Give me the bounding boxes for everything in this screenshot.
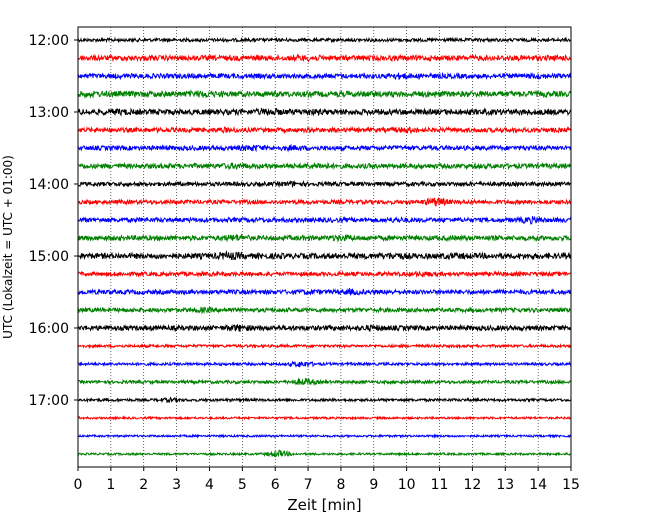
trace-1400 (77, 180, 572, 189)
trace-1515 (77, 270, 572, 278)
trace-1645 (77, 377, 572, 386)
trace-1745 (77, 449, 572, 458)
trace-1600 (77, 323, 572, 333)
y-tick-label: 12:00 (29, 33, 69, 49)
trace-1615 (77, 342, 572, 350)
trace-1315 (77, 125, 572, 135)
x-tick-label: 8 (336, 477, 345, 493)
x-tick-label: 3 (172, 477, 181, 493)
trace-1730 (77, 433, 572, 439)
x-tick-label: 12 (463, 477, 481, 493)
x-tick-label: 0 (74, 477, 83, 493)
trace-1500 (77, 249, 572, 261)
trace-1215 (77, 53, 572, 63)
x-tick-label: 5 (238, 477, 247, 493)
x-tick-label: 6 (271, 477, 280, 493)
trace-1330 (77, 143, 572, 153)
x-axis-label: Zeit [min] (287, 496, 361, 514)
seismogram-traces (77, 36, 572, 458)
trace-1345 (77, 161, 572, 171)
y-tick-label: 15:00 (29, 249, 69, 265)
trace-1545 (77, 306, 572, 315)
trace-1430 (77, 215, 572, 225)
x-tick-label: 1 (106, 477, 115, 493)
x-tick-label: 2 (139, 477, 148, 493)
trace-1630 (77, 360, 572, 369)
x-axis-ticks: 0 1 2 3 4 5 6 7 8 9 10 11 12 13 14 15 (74, 467, 580, 493)
x-tick-label: 13 (496, 477, 514, 493)
trace-1445 (77, 233, 572, 243)
x-tick-label: 4 (205, 477, 214, 493)
trace-1200 (77, 36, 572, 44)
trace-1415 (77, 197, 572, 207)
trace-1530 (77, 287, 572, 296)
trace-1300 (77, 107, 572, 117)
x-tick-label: 14 (529, 477, 547, 493)
y-tick-label: 14:00 (29, 177, 69, 193)
y-tick-label: 17:00 (29, 393, 69, 409)
plot-frame (77, 26, 572, 468)
x-tick-label: 9 (369, 477, 378, 493)
x-tick-label: 11 (431, 477, 449, 493)
trace-1245 (77, 88, 572, 100)
trace-1230 (77, 71, 572, 81)
grid-lines (110, 27, 539, 467)
trace-1715 (77, 415, 572, 421)
y-axis-ticks: 12:00 13:00 14:00 15:00 16:00 17:00 (29, 33, 78, 409)
trace-1700 (77, 396, 572, 404)
x-tick-label: 7 (304, 477, 313, 493)
x-tick-label: 15 (562, 477, 580, 493)
y-tick-label: 13:00 (29, 105, 69, 121)
y-tick-label: 16:00 (29, 321, 69, 337)
y-axis-label: UTC (Lokalzeit = UTC + 01:00) (1, 155, 15, 339)
x-tick-label: 10 (398, 477, 416, 493)
